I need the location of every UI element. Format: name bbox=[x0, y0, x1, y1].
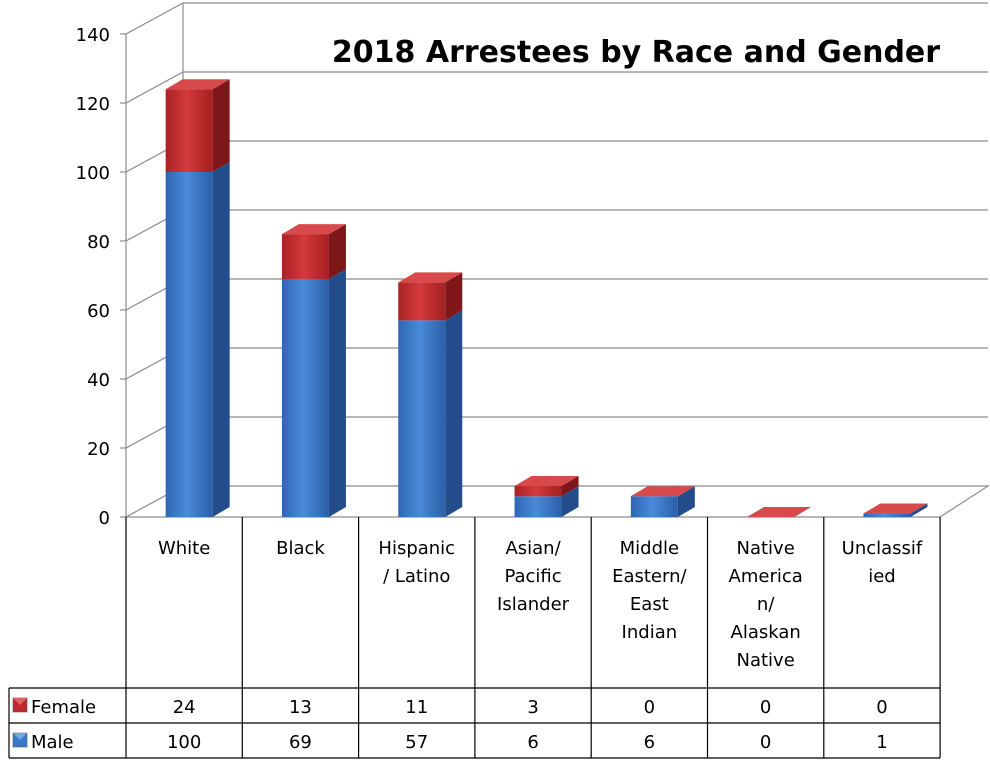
category-label: Black bbox=[276, 538, 325, 559]
table-cell-value: 0 bbox=[760, 732, 771, 753]
bar-male-2 bbox=[398, 310, 463, 517]
y-tick-label: 100 bbox=[76, 163, 110, 184]
table-cell-value: 6 bbox=[527, 732, 538, 753]
bar-female-1 bbox=[281, 224, 346, 279]
y-tick-label: 40 bbox=[87, 370, 110, 391]
category-label: White bbox=[158, 538, 210, 559]
table-cell-value: 11 bbox=[405, 697, 428, 718]
gridline bbox=[125, 2, 988, 35]
table-cell-value: 0 bbox=[644, 697, 655, 718]
bar-male-0 bbox=[165, 162, 230, 517]
category-label: Native America n/Alaskan Native bbox=[729, 538, 803, 671]
gridline bbox=[125, 278, 988, 311]
gridline bbox=[125, 347, 988, 380]
gridline bbox=[125, 209, 988, 242]
gridline bbox=[125, 416, 988, 449]
category-label: Middle Eastern/East Indian bbox=[612, 538, 687, 643]
bar-female-5 bbox=[747, 507, 812, 517]
gridline bbox=[125, 71, 988, 104]
y-tick-label: 80 bbox=[87, 232, 110, 253]
chart-bars bbox=[165, 79, 928, 517]
y-tick-label: 140 bbox=[76, 25, 110, 46]
bar-female-0 bbox=[165, 79, 230, 172]
category-label: Unclassif ied bbox=[842, 538, 923, 587]
bar-male-1 bbox=[281, 268, 346, 517]
category-label: Asian/Pacific Islander bbox=[497, 538, 570, 615]
table-cell-value: 0 bbox=[760, 697, 771, 718]
bar-female-6 bbox=[863, 503, 928, 514]
chart-title: 2018 Arrestees by Race and Gender bbox=[332, 35, 940, 70]
bar-female-4 bbox=[630, 486, 695, 497]
y-axis: 0 20 40 60 80 100 120 140 bbox=[76, 25, 127, 529]
series-label-female: Female bbox=[31, 697, 96, 718]
table-cell-value: 24 bbox=[173, 697, 196, 718]
y-tick-label: 120 bbox=[76, 94, 110, 115]
chart-gridlines bbox=[125, 2, 990, 518]
data-table: White Black Hispanic / Latino Asian/Pacific I… bbox=[8, 517, 941, 759]
y-tick-label: 60 bbox=[87, 301, 110, 322]
bar-female-2 bbox=[398, 272, 463, 321]
table-cell-value: 13 bbox=[289, 697, 312, 718]
table-cell-value: 57 bbox=[405, 732, 428, 753]
bar-female-3 bbox=[514, 475, 579, 497]
gridline bbox=[125, 140, 988, 173]
legend-key-female bbox=[12, 697, 28, 713]
table-cell-value: 100 bbox=[167, 732, 201, 753]
table-cell-value: 0 bbox=[876, 697, 887, 718]
table-cell-value: 6 bbox=[644, 732, 655, 753]
table-cell-value: 69 bbox=[289, 732, 312, 753]
table-cell-value: 1 bbox=[876, 732, 887, 753]
category-label: Hispanic / Latino bbox=[378, 538, 455, 587]
y-tick-label: 0 bbox=[99, 508, 110, 529]
series-label-male: Male bbox=[31, 732, 74, 753]
y-tick-label: 20 bbox=[87, 439, 110, 460]
table-cell-value: 3 bbox=[527, 697, 538, 718]
bar-male-3 bbox=[514, 486, 579, 517]
legend-key-male bbox=[12, 732, 28, 748]
